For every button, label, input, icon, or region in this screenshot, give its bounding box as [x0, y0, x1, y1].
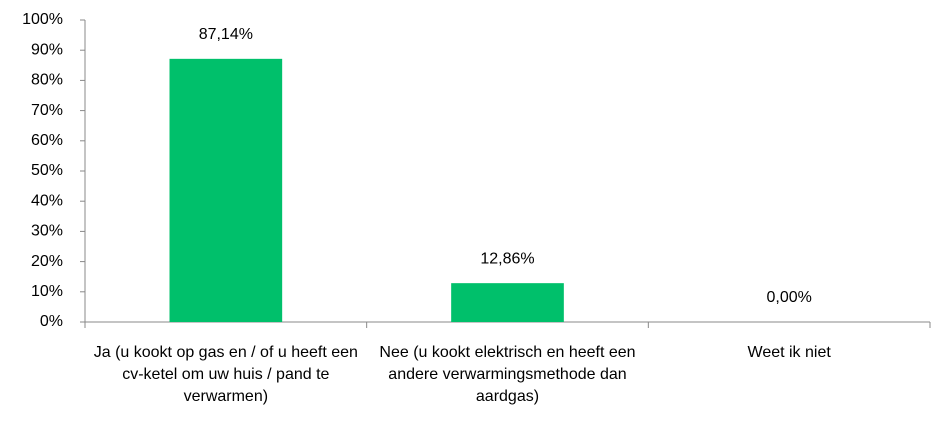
- x-tick-label: Nee (u kookt elektrisch en heeft een and…: [379, 344, 636, 405]
- y-tick-label: 90%: [31, 41, 63, 58]
- y-tick-label: 40%: [31, 192, 63, 209]
- data-label: 12,86%: [480, 250, 534, 267]
- y-tick-label: 30%: [31, 223, 63, 240]
- y-tick-label: 100%: [22, 11, 63, 28]
- y-tick-label: 50%: [31, 162, 63, 179]
- y-tick-label: 10%: [31, 283, 63, 300]
- x-tick-label: Weet ik niet: [747, 344, 831, 361]
- data-label: 87,14%: [199, 26, 253, 43]
- data-label: 0,00%: [766, 289, 811, 306]
- bar: [169, 58, 283, 323]
- y-tick-label: 0%: [40, 313, 63, 330]
- y-tick-label: 70%: [31, 102, 63, 119]
- bar: [451, 283, 564, 322]
- x-tick-label: Ja (u kookt op gas en / of u heeft een c…: [93, 344, 358, 405]
- y-tick-label: 20%: [31, 253, 63, 270]
- y-tick-label: 80%: [31, 72, 63, 89]
- y-tick-label: 60%: [31, 132, 63, 149]
